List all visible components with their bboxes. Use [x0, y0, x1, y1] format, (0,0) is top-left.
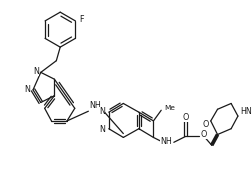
Text: NH: NH [160, 137, 172, 146]
Text: O: O [201, 130, 207, 139]
Text: O: O [182, 113, 189, 122]
Text: N: N [24, 85, 30, 94]
Text: F: F [79, 15, 83, 24]
Text: N: N [99, 125, 105, 134]
Text: O: O [203, 120, 209, 129]
Text: N: N [99, 107, 105, 116]
Text: HN: HN [240, 107, 252, 116]
Text: Me: Me [164, 105, 175, 111]
Text: N: N [33, 67, 39, 76]
Text: NH: NH [89, 101, 101, 110]
